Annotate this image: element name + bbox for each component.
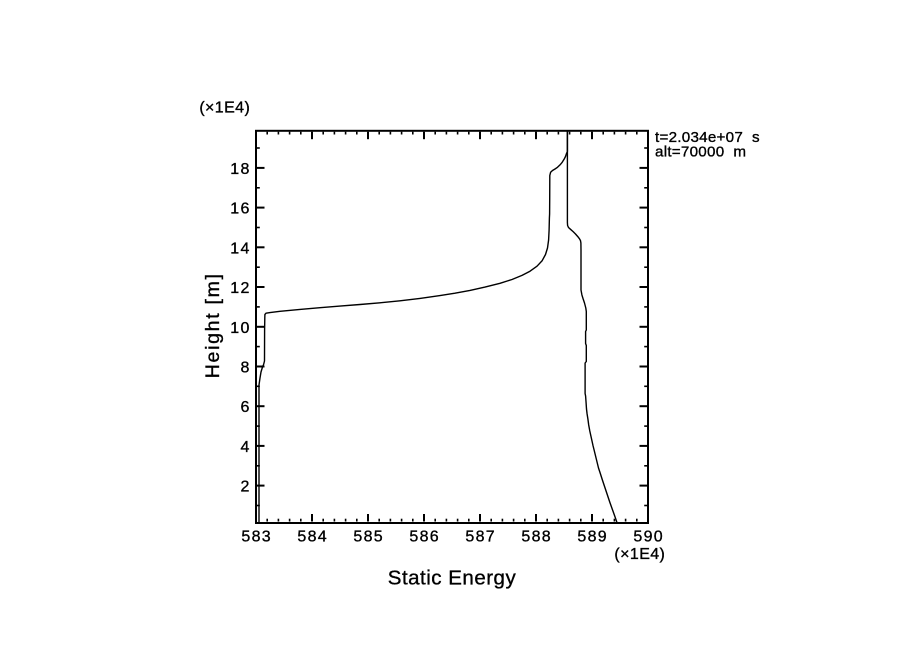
svg-text:Height [m]: Height [m]	[202, 272, 224, 378]
svg-text:(×1E4): (×1E4)	[614, 546, 665, 563]
svg-text:10: 10	[230, 320, 250, 337]
svg-text:590: 590	[633, 529, 664, 546]
svg-text:587: 587	[465, 529, 496, 546]
svg-text:16: 16	[230, 201, 250, 218]
svg-text:586: 586	[409, 529, 440, 546]
svg-text:12: 12	[230, 280, 250, 297]
svg-text:14: 14	[230, 240, 250, 257]
svg-text:6: 6	[240, 399, 250, 416]
svg-text:584: 584	[297, 529, 328, 546]
svg-text:589: 589	[577, 529, 608, 546]
svg-text:t=2.034e+07 s: t=2.034e+07 s	[655, 129, 760, 146]
svg-text:583: 583	[241, 529, 272, 546]
svg-text:2: 2	[240, 479, 250, 496]
svg-text:8: 8	[240, 360, 250, 377]
svg-text:alt=70000 m: alt=70000 m	[655, 144, 746, 161]
svg-text:Static Energy: Static Energy	[388, 567, 517, 590]
svg-text:(×1E4): (×1E4)	[199, 100, 250, 117]
svg-text:18: 18	[230, 161, 250, 178]
svg-text:585: 585	[353, 529, 384, 546]
svg-text:588: 588	[521, 529, 552, 546]
svg-text:4: 4	[240, 439, 250, 456]
